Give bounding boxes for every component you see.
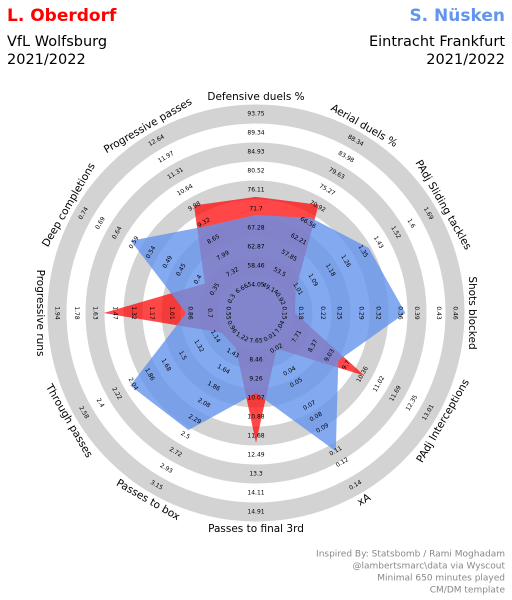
tick-label: 10.88 [247, 414, 264, 421]
tick-label: 1.32 [130, 306, 137, 320]
tick-label: 14.91 [247, 509, 264, 516]
tick-label: 12.49 [247, 452, 264, 459]
tick-label: 11.02 [372, 375, 387, 394]
player-name: L. Oberdorf [7, 6, 117, 26]
tick-label: 0.55 [225, 306, 232, 320]
tick-label: 10.07 [247, 395, 264, 402]
tick-label: 54.05 [247, 282, 264, 289]
tick-label: 0.22 [319, 306, 326, 320]
tick-label: 0.29 [358, 306, 365, 320]
tick-label: 2.4 [95, 397, 106, 409]
tick-label: 0.7 [206, 308, 213, 318]
ring [85, 142, 427, 484]
tick-label: 1.6 [406, 218, 417, 230]
tick-label: 0.36 [396, 306, 403, 320]
season: 2021/2022 [7, 52, 86, 68]
ring [47, 104, 465, 522]
tick-label: 1.47 [111, 306, 118, 320]
tick-label: 83.98 [337, 150, 356, 165]
tick-label: 75.27 [318, 183, 337, 198]
tick-label: 0.32 [374, 306, 381, 320]
tick-label: 9.26 [249, 375, 263, 382]
tick-label: 67.28 [247, 225, 264, 232]
player-polygon [130, 215, 406, 452]
endnote: Inspired By: Statsbomb / Rami Moghadam [316, 550, 505, 560]
tick-label: 62.87 [247, 244, 264, 251]
tick-label: 12.35 [405, 394, 420, 413]
tick-label: 0.18 [297, 306, 304, 320]
season: 2021/2022 [426, 52, 505, 68]
tick-label: 8.46 [249, 357, 263, 364]
tick-label: 10.64 [176, 183, 195, 198]
team-name: Eintracht Frankfurt [369, 34, 505, 50]
tick-label: 9.7 [341, 359, 352, 371]
tick-label: 0.15 [281, 306, 288, 320]
tick-label: 1.43 [372, 235, 385, 250]
tick-label: 14.11 [247, 490, 264, 497]
tick-label: 1.94 [54, 306, 61, 320]
tick-label: 0.69 [94, 216, 107, 231]
tick-label: 1.5 [177, 350, 188, 362]
tick-label: 84.93 [247, 149, 264, 156]
tick-label: 0.46 [452, 306, 459, 320]
tick-label: 0.39 [413, 306, 420, 320]
tick-label: 1.78 [73, 306, 80, 320]
tick-label: 1.63 [92, 306, 99, 320]
tick-label: 0.25 [336, 306, 343, 320]
tick-label: 93.75 [247, 111, 264, 118]
tick-label: 2.5 [179, 430, 191, 441]
polygons [103, 196, 406, 452]
player-name: S. Nüsken [409, 6, 505, 26]
team-name: VfL Wolfsburg [7, 34, 107, 50]
tick-label: 1.01 [168, 306, 175, 320]
tick-label: 2.93 [159, 462, 174, 475]
tick-label: 11.68 [247, 432, 264, 439]
param-label: Progressive runs [34, 270, 46, 357]
param-label: Passes to final 3rd [208, 523, 304, 535]
tick-label: 0.3 [226, 293, 237, 305]
tick-label: 0.43 [435, 306, 442, 320]
tick-label: 58.46 [247, 263, 264, 270]
tick-label: 71.7 [249, 206, 263, 213]
tick-label: 13.3 [249, 471, 263, 478]
tick-label: 76.11 [247, 187, 264, 194]
tick-label: 89.34 [247, 130, 264, 137]
tick-label: 80.52 [247, 168, 264, 175]
endnote: CM/DM template [430, 586, 506, 596]
endnote: Minimal 650 minutes played [377, 574, 505, 584]
endnote: @lambertsmarc\data via Wyscout [353, 562, 506, 572]
tick-label: 0.86 [186, 306, 193, 320]
param-label: Defensive duels % [207, 91, 304, 103]
tick-label: 11.97 [157, 150, 176, 165]
param-label: Shots blocked [466, 276, 478, 349]
tick-label: 1.17 [148, 306, 155, 320]
tick-label: 7.65 [249, 338, 263, 345]
tick-label: 0.4 [193, 274, 204, 286]
